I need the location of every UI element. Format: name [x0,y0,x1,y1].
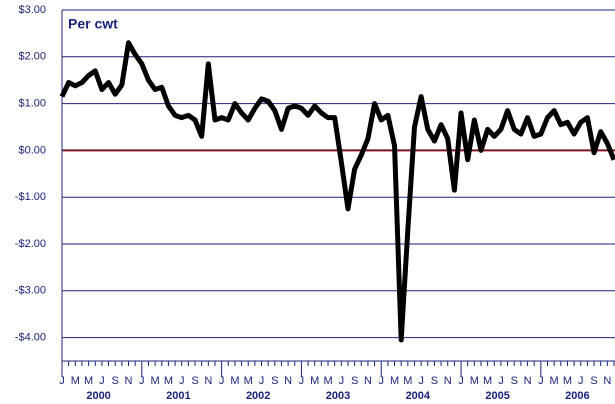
x-tick-label: M [84,375,93,387]
x-tick-label: S [511,375,518,387]
y-tick-label: $0.00 [18,144,46,156]
x-tick-label: J [179,375,185,387]
x-tick-label: M [403,375,412,387]
x-tick-label: J [299,375,305,387]
x-tick-label: M [563,375,572,387]
x-tick-label: J [59,375,65,387]
x-tick-label: M [470,375,479,387]
x-tick-label: S [112,375,119,387]
x-tick-label: S [191,375,198,387]
x-tick-label: N [364,375,372,387]
y-tick-label: -$4.00 [15,332,46,344]
x-tick-label: J [458,375,464,387]
x-tick-label: N [204,375,212,387]
x-tick-label: J [538,375,544,387]
x-tick-label: J [99,375,105,387]
x-tick-label: S [351,375,358,387]
x-tick-label: M [310,375,319,387]
year-label: 2002 [246,390,270,402]
x-tick-label: N [603,375,611,387]
x-tick-label: J [339,375,345,387]
chart-title: Per cwt [68,16,118,32]
x-tick-label: J [498,375,504,387]
y-tick-label: $1.00 [18,98,46,110]
y-tick-label: $3.00 [18,4,46,16]
x-tick-label: M [390,375,399,387]
year-label: 2004 [406,390,431,402]
year-label: 2005 [485,390,509,402]
x-tick-label: J [578,375,584,387]
x-tick-label: N [125,375,133,387]
x-tick-label: M [550,375,559,387]
x-tick-label: J [139,375,145,387]
year-label: 2006 [565,390,589,402]
x-tick-label: J [418,375,424,387]
x-tick-label: J [259,375,265,387]
x-tick-label: M [230,375,239,387]
x-tick-label: J [378,375,384,387]
y-tick-label: -$1.00 [15,191,46,203]
year-label: 2001 [166,390,190,402]
x-tick-label: M [323,375,332,387]
x-tick-label: M [244,375,253,387]
year-label: 2003 [326,390,350,402]
x-tick-label: M [151,375,160,387]
x-tick-label: N [444,375,452,387]
x-tick-label: S [431,375,438,387]
x-tick-label: M [164,375,173,387]
y-tick-label: -$3.00 [15,285,46,297]
x-tick-label: S [590,375,597,387]
y-tick-label: $2.00 [18,51,46,63]
y-tick-label: -$2.00 [15,238,46,250]
x-tick-label: M [71,375,80,387]
x-tick-label: M [483,375,492,387]
x-tick-label: N [284,375,292,387]
year-label: 2000 [86,390,110,402]
data-line [59,40,615,343]
x-tick-label: N [524,375,532,387]
x-tick-label: J [219,375,225,387]
x-tick-label: S [271,375,278,387]
